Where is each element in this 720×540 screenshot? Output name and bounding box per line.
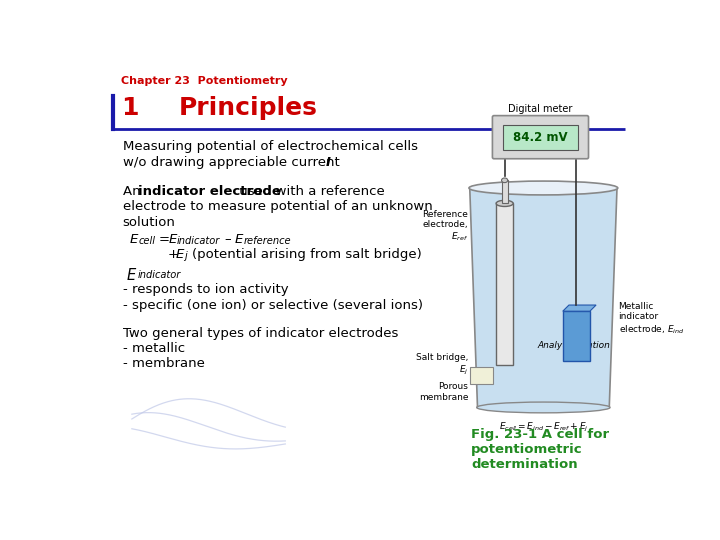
Text: $\mathit{E}$: $\mathit{E}$ [175, 248, 186, 261]
Text: =: = [158, 233, 169, 246]
Polygon shape [563, 305, 596, 311]
Text: Metallic
indicator
electrode, $E_{ind}$: Metallic indicator electrode, $E_{ind}$ [618, 302, 684, 336]
Text: - metallic: - metallic [122, 342, 184, 355]
Text: Digital meter: Digital meter [508, 104, 572, 114]
Text: I: I [325, 156, 330, 168]
Text: used with a reference: used with a reference [235, 185, 384, 198]
Text: cell: cell [138, 236, 155, 246]
Text: 84.2 mV: 84.2 mV [513, 131, 568, 144]
Text: Fig. 23-1 A cell for
potentiometric
determination: Fig. 23-1 A cell for potentiometric dete… [472, 428, 609, 471]
Text: $\mathit{E}$: $\mathit{E}$ [126, 267, 137, 282]
Ellipse shape [502, 178, 508, 183]
Text: $\mathit{E}$: $\mathit{E}$ [168, 233, 178, 246]
Text: - membrane: - membrane [122, 357, 204, 370]
Text: indicator electrode: indicator electrode [138, 185, 281, 198]
Text: Salt bridge,
$E_j$: Salt bridge, $E_j$ [416, 353, 468, 377]
Text: (potential arising from salt bridge): (potential arising from salt bridge) [192, 248, 422, 261]
Text: 1: 1 [121, 96, 138, 119]
Bar [563, 311, 590, 361]
Text: Reference
electrode,
$E_{ref}$: Reference electrode, $E_{ref}$ [423, 210, 468, 244]
Text: $E_{cell} = E_{ind} - E_{ref} + E_j$: $E_{cell} = E_{ind} - E_{ref} + E_j$ [498, 421, 588, 434]
Bar [496, 204, 513, 365]
Text: Porous
membrane: Porous membrane [419, 382, 468, 402]
Text: - responds to ion activity: - responds to ion activity [122, 284, 288, 296]
Text: $\mathit{E}$: $\mathit{E}$ [129, 233, 139, 246]
Text: reference: reference [243, 236, 291, 246]
Text: solution: solution [122, 215, 176, 229]
Text: - specific (one ion) or selective (several ions): - specific (one ion) or selective (sever… [122, 299, 423, 312]
Text: Analyte solution: Analyte solution [538, 341, 611, 350]
Text: $\mathit{E}$: $\mathit{E}$ [234, 233, 245, 246]
Text: electrode to measure potential of an unknown: electrode to measure potential of an unk… [122, 200, 432, 213]
Bar [502, 180, 508, 204]
Text: Measuring potential of electrochemical cells: Measuring potential of electrochemical c… [122, 140, 418, 153]
Text: Two general types of indicator electrodes: Two general types of indicator electrode… [122, 327, 398, 340]
Text: Chapter 23  Potentiometry: Chapter 23 Potentiometry [121, 76, 287, 86]
Text: w/o drawing appreciable current: w/o drawing appreciable current [122, 156, 343, 168]
Text: An: An [122, 185, 145, 198]
Text: indicator: indicator [138, 269, 181, 280]
FancyBboxPatch shape [492, 116, 588, 159]
Text: –: – [225, 233, 231, 246]
Text: indicator: indicator [177, 236, 220, 246]
Ellipse shape [469, 181, 618, 195]
Bar [469, 367, 493, 384]
Ellipse shape [477, 402, 610, 413]
Bar [503, 125, 577, 150]
Text: j: j [184, 251, 187, 261]
Polygon shape [469, 188, 617, 408]
Ellipse shape [496, 200, 513, 206]
Text: Principles: Principles [179, 96, 318, 119]
Text: +: + [168, 248, 179, 261]
